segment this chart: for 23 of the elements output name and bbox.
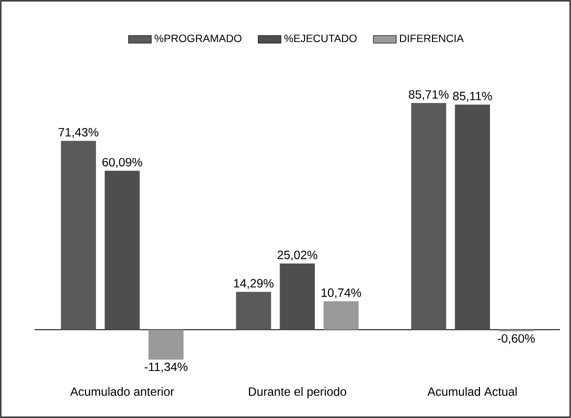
data-label: 10,74% xyxy=(322,288,362,298)
data-label: 25,02% xyxy=(278,250,318,261)
bar xyxy=(60,140,96,330)
data-label: 60,09% xyxy=(102,158,142,168)
data-label: 71,43% xyxy=(58,128,98,138)
data-label: 14,29% xyxy=(234,279,274,289)
x-tick-label: Acumulado anterior xyxy=(70,387,174,396)
bar xyxy=(454,104,490,330)
bar xyxy=(236,292,272,330)
x-tick-label: Acumulad Actual xyxy=(427,387,517,396)
legend-label: %PROGRAMADO xyxy=(154,34,242,42)
legend-label: %EJECUTADO xyxy=(284,34,357,42)
bar xyxy=(148,330,184,360)
data-label: -0,60% xyxy=(498,334,535,344)
bar xyxy=(411,103,446,330)
x-tick-label: Durante el periodo xyxy=(248,387,346,398)
bar xyxy=(324,301,359,330)
data-label: 85,71% xyxy=(408,90,449,100)
bar xyxy=(280,264,315,330)
data-label: -11,34% xyxy=(144,362,188,373)
bar xyxy=(104,170,140,330)
legend-label: DIFERENCIA xyxy=(400,34,464,42)
data-label: 85,11% xyxy=(453,92,492,102)
